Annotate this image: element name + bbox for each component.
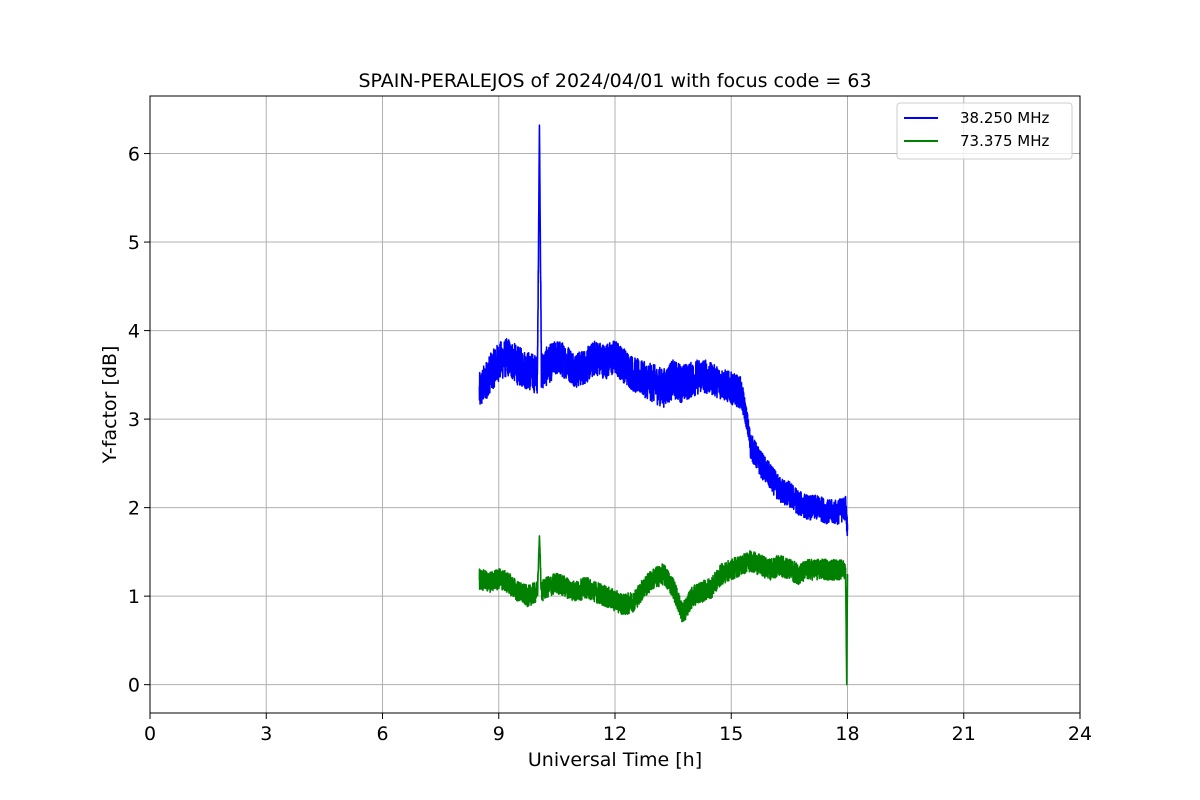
y-tick-label: 1	[128, 586, 140, 608]
y-tick-label: 3	[128, 409, 140, 431]
x-tick-label: 24	[1068, 723, 1092, 745]
legend-box	[896, 102, 1073, 160]
x-tick-label: 12	[603, 723, 627, 745]
x-tick-label: 3	[260, 723, 272, 745]
y-tick-label: 6	[128, 144, 140, 166]
x-tick-label: 0	[144, 723, 156, 745]
y-tick-label: 4	[128, 321, 140, 343]
series-line-1	[478, 124, 849, 537]
chart-title: SPAIN-PERALEJOS of 2024/04/01 with focus…	[358, 70, 871, 92]
x-tick-label: 9	[493, 723, 505, 745]
x-tick-label: 21	[952, 723, 976, 745]
x-tick-label: 18	[835, 723, 859, 745]
legend: 38.250 MHz 73.375 MHz	[896, 102, 1073, 160]
series-line-2	[478, 535, 849, 686]
y-tick-label: 2	[128, 498, 140, 520]
legend-label: 38.250 MHz	[960, 109, 1049, 127]
y-tick-label: 5	[128, 232, 140, 254]
x-tick-label: 6	[376, 723, 388, 745]
legend-label: 73.375 MHz	[960, 132, 1049, 150]
x-axis-label: Universal Time [h]	[528, 749, 702, 771]
x-tick-label: 15	[719, 723, 743, 745]
y-axis-label: Y-factor [dB]	[99, 346, 121, 465]
y-tick-label: 0	[128, 675, 140, 697]
series-layer	[478, 124, 849, 686]
